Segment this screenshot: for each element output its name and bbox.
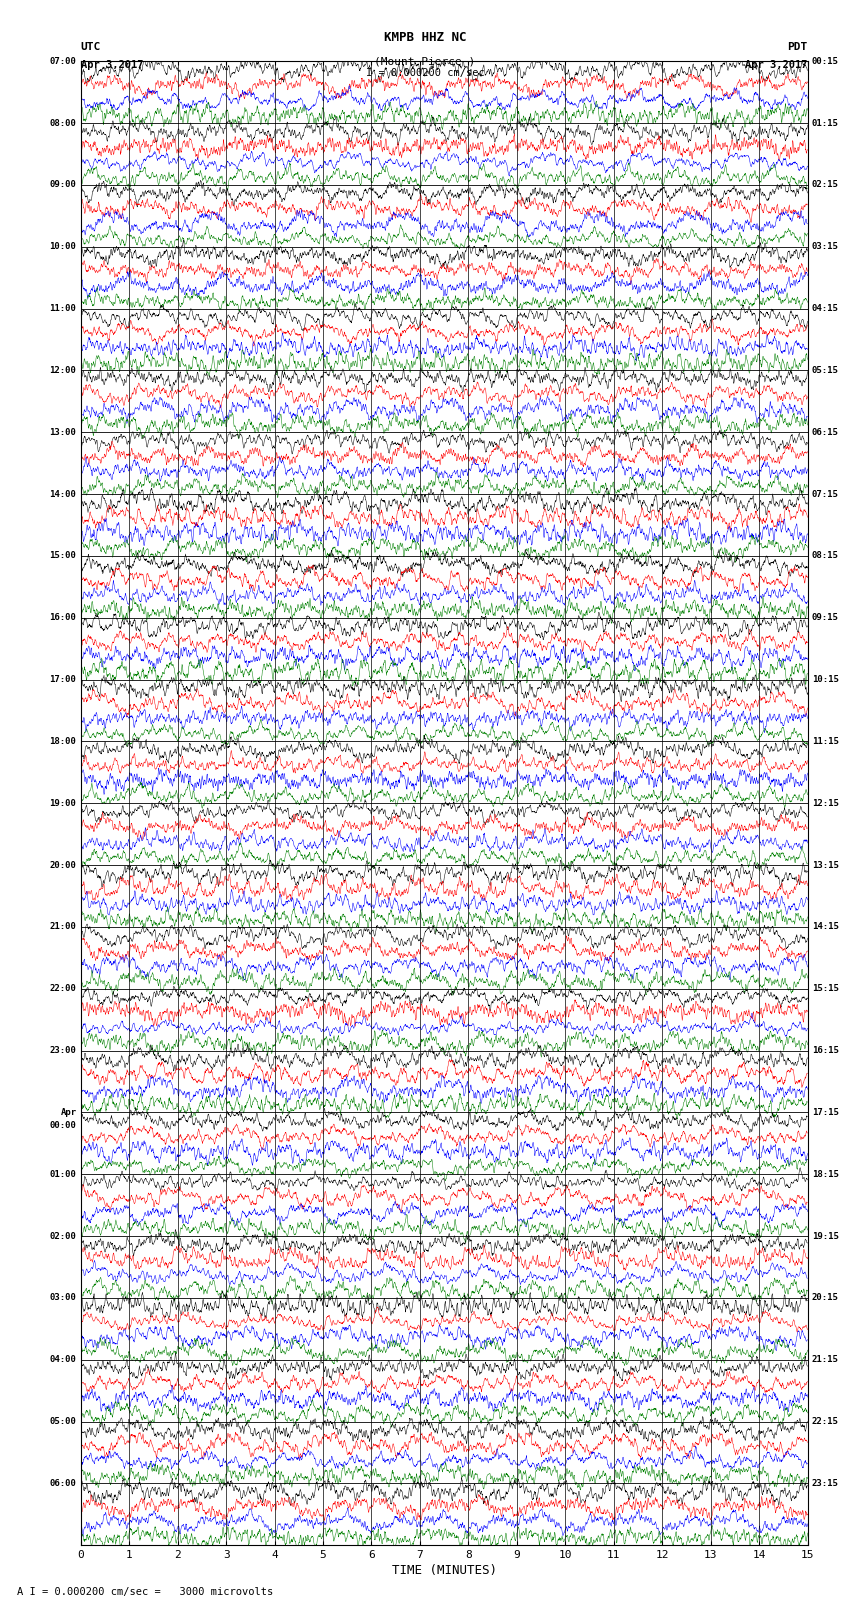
Text: 09:00: 09:00	[49, 181, 76, 189]
Text: 16:15: 16:15	[812, 1047, 839, 1055]
Text: 15:15: 15:15	[812, 984, 839, 994]
Text: 04:00: 04:00	[49, 1355, 76, 1365]
Text: 13:15: 13:15	[812, 861, 839, 869]
Text: 20:00: 20:00	[49, 861, 76, 869]
Text: 07:15: 07:15	[812, 490, 839, 498]
Text: 00:15: 00:15	[812, 56, 839, 66]
Text: 08:00: 08:00	[49, 119, 76, 127]
Text: 11:00: 11:00	[49, 305, 76, 313]
Text: (Mount Pierce ): (Mount Pierce )	[374, 56, 476, 66]
Text: 17:00: 17:00	[49, 676, 76, 684]
Text: 01:00: 01:00	[49, 1169, 76, 1179]
Text: 08:15: 08:15	[812, 552, 839, 560]
Text: I = 0.000200 cm/sec: I = 0.000200 cm/sec	[366, 68, 484, 77]
Text: 23:00: 23:00	[49, 1047, 76, 1055]
Text: 09:15: 09:15	[812, 613, 839, 623]
Text: UTC: UTC	[81, 42, 101, 52]
Text: 02:00: 02:00	[49, 1232, 76, 1240]
Text: 14:00: 14:00	[49, 490, 76, 498]
Text: 04:15: 04:15	[812, 305, 839, 313]
Text: Apr 3,2017: Apr 3,2017	[81, 60, 144, 69]
Text: Apr 3,2017: Apr 3,2017	[745, 60, 808, 69]
Text: 15:00: 15:00	[49, 552, 76, 560]
Text: 12:15: 12:15	[812, 798, 839, 808]
Text: 07:00: 07:00	[49, 56, 76, 66]
Text: 12:00: 12:00	[49, 366, 76, 374]
Text: 14:15: 14:15	[812, 923, 839, 931]
Text: 10:00: 10:00	[49, 242, 76, 252]
Text: 21:00: 21:00	[49, 923, 76, 931]
Text: 20:15: 20:15	[812, 1294, 839, 1302]
Text: 10:15: 10:15	[812, 676, 839, 684]
Text: 00:00: 00:00	[49, 1121, 76, 1129]
Text: PDT: PDT	[787, 42, 808, 52]
Text: 11:15: 11:15	[812, 737, 839, 745]
Text: 23:15: 23:15	[812, 1479, 839, 1487]
Text: 13:00: 13:00	[49, 427, 76, 437]
Text: A I = 0.000200 cm/sec =   3000 microvolts: A I = 0.000200 cm/sec = 3000 microvolts	[17, 1587, 273, 1597]
Text: Apr: Apr	[60, 1108, 76, 1116]
Text: 02:15: 02:15	[812, 181, 839, 189]
Text: 05:00: 05:00	[49, 1418, 76, 1426]
Text: 17:15: 17:15	[812, 1108, 839, 1116]
Text: 06:00: 06:00	[49, 1479, 76, 1487]
Text: KMPB HHZ NC: KMPB HHZ NC	[383, 31, 467, 44]
Text: 18:15: 18:15	[812, 1169, 839, 1179]
Text: 05:15: 05:15	[812, 366, 839, 374]
Text: 16:00: 16:00	[49, 613, 76, 623]
Text: 22:15: 22:15	[812, 1418, 839, 1426]
Text: 18:00: 18:00	[49, 737, 76, 745]
Text: 03:15: 03:15	[812, 242, 839, 252]
Text: 19:00: 19:00	[49, 798, 76, 808]
Text: 19:15: 19:15	[812, 1232, 839, 1240]
X-axis label: TIME (MINUTES): TIME (MINUTES)	[392, 1565, 496, 1578]
Text: 22:00: 22:00	[49, 984, 76, 994]
Text: 21:15: 21:15	[812, 1355, 839, 1365]
Text: 01:15: 01:15	[812, 119, 839, 127]
Text: 06:15: 06:15	[812, 427, 839, 437]
Text: 03:00: 03:00	[49, 1294, 76, 1302]
